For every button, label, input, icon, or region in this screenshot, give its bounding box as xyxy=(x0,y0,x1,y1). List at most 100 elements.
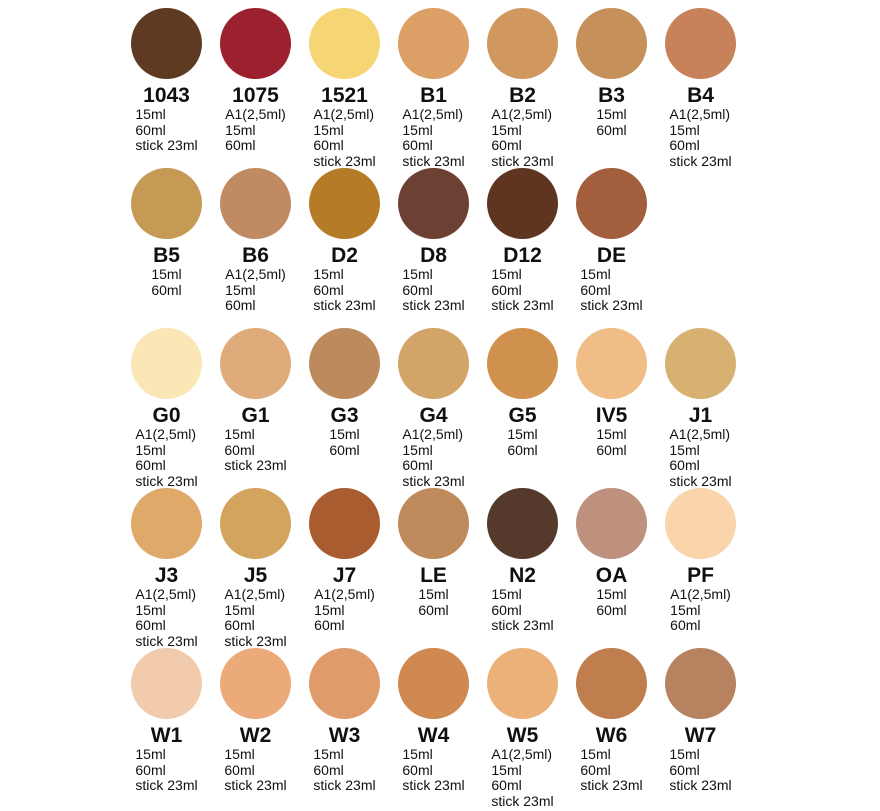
size-option: 15ml xyxy=(225,121,256,138)
shade-sizes-list: 15ml 60ml stick 23ml xyxy=(491,266,554,314)
shade-code-label: LE xyxy=(420,564,447,587)
shade-sizes-list: A1(2,5ml) 15ml 60ml stick 23ml xyxy=(669,106,732,169)
color-swatch-circle xyxy=(487,168,558,239)
size-option: 60ml xyxy=(135,761,166,778)
shade-swatch: DE 15ml 60ml stick 23ml xyxy=(567,168,656,328)
color-swatch-circle xyxy=(131,8,202,79)
color-swatch-circle xyxy=(576,488,647,559)
size-option: stick 23ml xyxy=(402,297,465,313)
shade-swatch: W4 15ml 60ml stick 23ml xyxy=(389,648,478,811)
size-option: stick 23ml xyxy=(491,297,554,313)
size-option: 15ml xyxy=(402,746,433,762)
size-option: A1(2,5ml) xyxy=(224,586,286,602)
size-option: 60ml xyxy=(313,761,344,778)
size-option: 60ml xyxy=(151,281,182,298)
shade-code-label: B3 xyxy=(598,84,625,107)
color-swatch-circle xyxy=(309,168,380,239)
shade-code-label: W2 xyxy=(239,724,272,747)
shade-sizes-list: A1(2,5ml) 15ml 60ml stick 23ml xyxy=(402,106,465,169)
size-option: 15ml xyxy=(580,746,611,762)
shade-swatch: PF A1(2,5ml) 15ml 60ml xyxy=(656,488,745,651)
color-swatch-circle xyxy=(309,648,380,719)
shade-swatch: D12 15ml 60ml stick 23ml xyxy=(478,168,567,328)
size-option: stick 23ml xyxy=(669,472,732,489)
size-option: stick 23ml xyxy=(135,137,198,153)
shade-code-label: G0 xyxy=(152,404,181,427)
shade-sizes-list: A1(2,5ml) 15ml 60ml xyxy=(670,586,731,634)
color-swatch-circle xyxy=(309,328,380,399)
size-option: 60ml xyxy=(491,777,522,793)
swatch-row: 1043 15ml 60ml stick 23ml 1075 A1(2,5ml) 15… xyxy=(122,8,880,168)
color-swatch-circle xyxy=(131,328,202,399)
size-option: stick 23ml xyxy=(402,472,465,489)
shade-sizes-list: 15ml 60ml stick 23ml xyxy=(135,106,198,154)
shade-swatch: 1521 A1(2,5ml) 15ml 60ml stick 23ml xyxy=(300,8,389,171)
shade-code-label: G5 xyxy=(508,404,537,427)
shade-sizes-list: A1(2,5ml) 15ml 60ml stick 23ml xyxy=(224,586,286,649)
size-option: stick 23ml xyxy=(580,297,643,313)
size-option: 15ml xyxy=(313,746,344,762)
size-option: 60ml xyxy=(402,761,433,778)
size-option: 15ml xyxy=(151,266,182,282)
size-option: 15ml xyxy=(669,121,700,138)
color-swatch-circle xyxy=(665,488,736,559)
shade-swatch: B6 A1(2,5ml) 15ml 60ml xyxy=(211,168,300,328)
size-option: 15ml xyxy=(224,426,255,442)
shade-swatch: J1 A1(2,5ml) 15ml 60ml stick 23ml xyxy=(656,328,745,491)
color-swatch-circle xyxy=(398,168,469,239)
size-option: 15ml xyxy=(596,426,627,442)
shade-sizes-list: A1(2,5ml) 15ml 60ml stick 23ml xyxy=(135,426,197,489)
size-option: 15ml xyxy=(596,106,627,122)
shade-swatch: 1075 A1(2,5ml) 15ml 60ml xyxy=(211,8,300,171)
shade-code-label: J5 xyxy=(243,564,268,587)
color-swatch-circle xyxy=(487,8,558,79)
shade-code-label: W6 xyxy=(595,724,628,747)
shade-sizes-list: 15ml 60ml stick 23ml xyxy=(224,746,287,794)
size-option: 15ml xyxy=(418,586,449,602)
size-option: stick 23ml xyxy=(224,777,287,793)
size-option: 60ml xyxy=(402,137,433,153)
shade-code-label: G4 xyxy=(419,404,448,427)
size-option: 15ml xyxy=(135,601,166,618)
color-swatch-circle xyxy=(487,648,558,719)
size-option: 15ml xyxy=(670,601,701,618)
shade-code-label: OA xyxy=(595,564,628,587)
shade-swatch: J5 A1(2,5ml) 15ml 60ml stick 23ml xyxy=(211,488,300,651)
shade-sizes-list: 15ml 60ml xyxy=(151,266,182,298)
color-swatch-circle xyxy=(665,8,736,79)
shade-swatch: W7 15ml 60ml stick 23ml xyxy=(656,648,745,811)
shade-code-label: G1 xyxy=(241,404,270,427)
size-option: 60ml xyxy=(313,137,344,153)
shade-swatch: IV5 15ml 60ml xyxy=(567,328,656,491)
color-swatch-circle xyxy=(220,648,291,719)
size-option: 15ml xyxy=(225,281,256,298)
shade-code-label: 1043 xyxy=(143,84,190,107)
size-option: A1(2,5ml) xyxy=(314,586,375,602)
shade-code-label: B1 xyxy=(420,84,447,107)
color-swatch-circle xyxy=(576,8,647,79)
size-option: 15ml xyxy=(224,601,255,618)
shade-code-label: W1 xyxy=(150,724,183,747)
size-option: 15ml xyxy=(402,121,433,138)
color-swatch-circle xyxy=(220,488,291,559)
size-option: 60ml xyxy=(329,441,360,458)
shade-swatch: B5 15ml 60ml xyxy=(122,168,211,328)
size-option: 15ml xyxy=(135,746,166,762)
shade-code-label: W3 xyxy=(328,724,361,747)
size-option: 60ml xyxy=(314,617,345,633)
shade-code-label: IV5 xyxy=(595,404,628,427)
color-swatch-circle xyxy=(398,8,469,79)
size-option: 60ml xyxy=(669,137,700,153)
size-option: A1(2,5ml) xyxy=(135,426,197,442)
color-swatch-circle xyxy=(665,328,736,399)
shade-swatch: OA 15ml 60ml xyxy=(567,488,656,651)
size-option: stick 23ml xyxy=(313,152,376,169)
size-option: stick 23ml xyxy=(402,152,465,169)
shade-code-label: D2 xyxy=(331,244,358,267)
shade-swatch: W2 15ml 60ml stick 23ml xyxy=(211,648,300,811)
size-option: stick 23ml xyxy=(669,152,732,169)
size-option: 15ml xyxy=(507,426,538,442)
size-option: 60ml xyxy=(402,281,433,298)
size-option: 60ml xyxy=(224,441,255,458)
